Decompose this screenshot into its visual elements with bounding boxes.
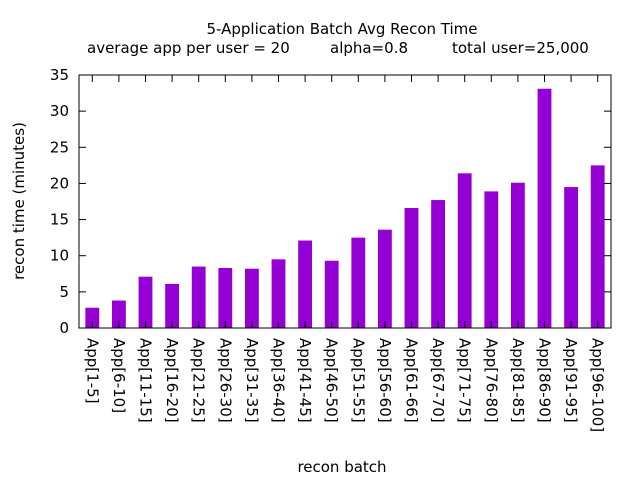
- x-tick-label: App[41-45]: [296, 338, 314, 423]
- bar-App[56-60]: [377, 229, 392, 328]
- x-tick-label: App[71-75]: [456, 338, 474, 423]
- subtitle-alpha: alpha=0.8: [330, 39, 408, 57]
- x-tick-label: App[91-95]: [562, 338, 580, 423]
- y-tick-label: 25: [50, 138, 69, 156]
- bar-App[86-90]: [537, 88, 552, 328]
- x-tick-label: App[81-85]: [509, 338, 527, 423]
- x-tick-label: App[67-70]: [429, 338, 447, 423]
- y-tick-label: 35: [50, 66, 69, 84]
- x-tick-label: App[46-50]: [323, 338, 341, 423]
- bar-App[41-45]: [298, 240, 313, 328]
- y-tick-label: 30: [50, 102, 69, 120]
- bar-App[46-50]: [324, 260, 339, 328]
- bar-App[6-10]: [111, 300, 126, 328]
- bar-App[76-80]: [484, 191, 499, 328]
- bar-App[11-15]: [138, 276, 153, 328]
- x-tick-label: App[51-55]: [349, 338, 367, 423]
- chart-title: 5-Application Batch Avg Recon Time: [206, 20, 477, 38]
- subtitle-avg-app: average app per user = 20: [87, 39, 290, 57]
- x-tick-label: App[6-10]: [110, 338, 128, 413]
- x-axis-label: recon batch: [297, 458, 386, 476]
- bar-App[31-35]: [244, 268, 259, 328]
- subtitle-total-user: total user=25,000: [452, 39, 589, 57]
- x-tick-label: App[96-100]: [589, 338, 607, 432]
- x-tick-label: App[11-15]: [137, 338, 155, 423]
- bar-App[36-40]: [271, 259, 286, 328]
- y-tick-label: 20: [50, 174, 69, 192]
- x-tick-label: App[36-40]: [270, 338, 288, 423]
- x-tick-label: App[56-60]: [376, 338, 394, 423]
- y-tick-label: 0: [59, 319, 69, 337]
- bar-App[61-66]: [404, 208, 419, 328]
- x-tick-label: App[61-66]: [403, 338, 421, 423]
- bar-App[71-75]: [457, 173, 472, 328]
- x-tick-label: App[16-20]: [163, 338, 181, 423]
- bar-App[26-30]: [218, 268, 233, 328]
- y-tick-label: 5: [59, 283, 69, 301]
- bar-App[16-20]: [165, 283, 180, 328]
- x-tick-label: App[26-30]: [216, 338, 234, 423]
- y-axis-label: recon time (minutes): [10, 122, 28, 280]
- y-tick-label: 10: [50, 247, 69, 265]
- bar-App[1-5]: [85, 307, 100, 328]
- y-tick-label: 15: [50, 211, 69, 229]
- bars-group: [85, 88, 605, 328]
- plot-frame: [78, 74, 612, 329]
- x-tick-label: App[1-5]: [83, 338, 101, 404]
- bar-App[91-95]: [564, 187, 579, 328]
- bar-App[96-100]: [590, 165, 605, 328]
- y-axis: 0 5 10 15 20 25 30 35: [50, 66, 611, 337]
- x-tick-label: App[21-25]: [190, 338, 208, 423]
- bar-App[81-85]: [510, 182, 525, 328]
- x-tick-label: App[31-35]: [243, 338, 261, 423]
- x-tick-label: App[86-90]: [536, 338, 554, 423]
- bar-App[21-25]: [191, 266, 206, 328]
- bar-App[51-55]: [351, 237, 366, 328]
- x-tick-label: App[76-80]: [482, 338, 500, 423]
- x-axis: App[1-5] App[6-10] App[11-15] App[16-20] App…: [83, 75, 607, 432]
- bar-App[67-70]: [431, 200, 446, 328]
